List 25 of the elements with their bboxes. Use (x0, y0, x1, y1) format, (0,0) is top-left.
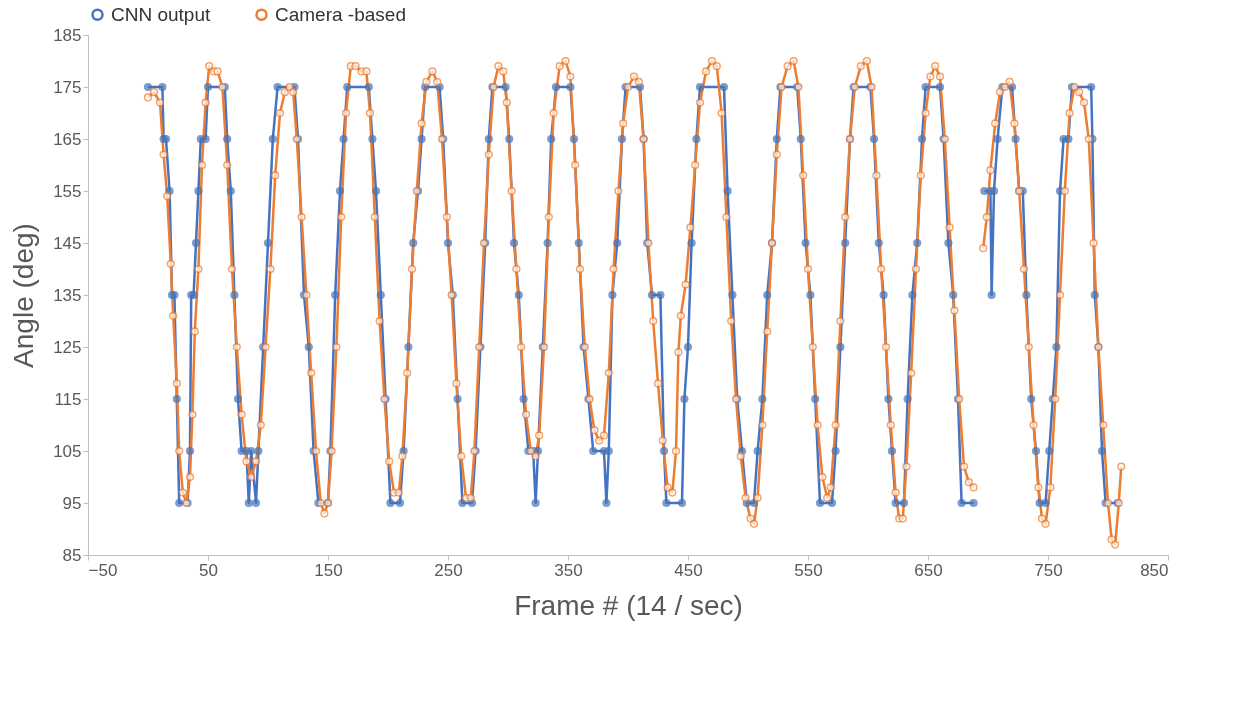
y-tick-label: 185 (53, 25, 82, 45)
legend-label: CNN output (111, 3, 211, 25)
y-tick-label: 105 (53, 441, 82, 461)
y-tick-label: 85 (62, 545, 82, 565)
x-tick-label: 350 (554, 560, 583, 580)
x-tick-label: 450 (674, 560, 703, 580)
x-tick-label: 150 (314, 560, 343, 580)
y-tick-label: 145 (53, 233, 82, 253)
x-tick-label: 750 (1034, 560, 1063, 580)
y-tick-label: 165 (53, 129, 82, 149)
y-axis-title: Angle (deg) (8, 223, 40, 368)
y-tick-label: 135 (53, 285, 82, 305)
x-tick-label: 550 (794, 560, 823, 580)
x-tick-label: 850 (1140, 560, 1169, 580)
y-tick-label: 95 (62, 493, 82, 513)
y-tick-label: 125 (53, 337, 82, 357)
x-tick-label: 650 (914, 560, 943, 580)
x-tick-label: −50 (88, 560, 118, 580)
x-tick-label: 250 (434, 560, 463, 580)
y-tick-label: 155 (53, 181, 82, 201)
legend-label: Camera -based (275, 3, 406, 25)
y-tick-label: 175 (53, 77, 82, 97)
x-axis-title: Frame # (14 / sec) (514, 589, 743, 621)
y-tick-label: 115 (54, 389, 82, 409)
x-tick-label: 50 (199, 560, 218, 580)
